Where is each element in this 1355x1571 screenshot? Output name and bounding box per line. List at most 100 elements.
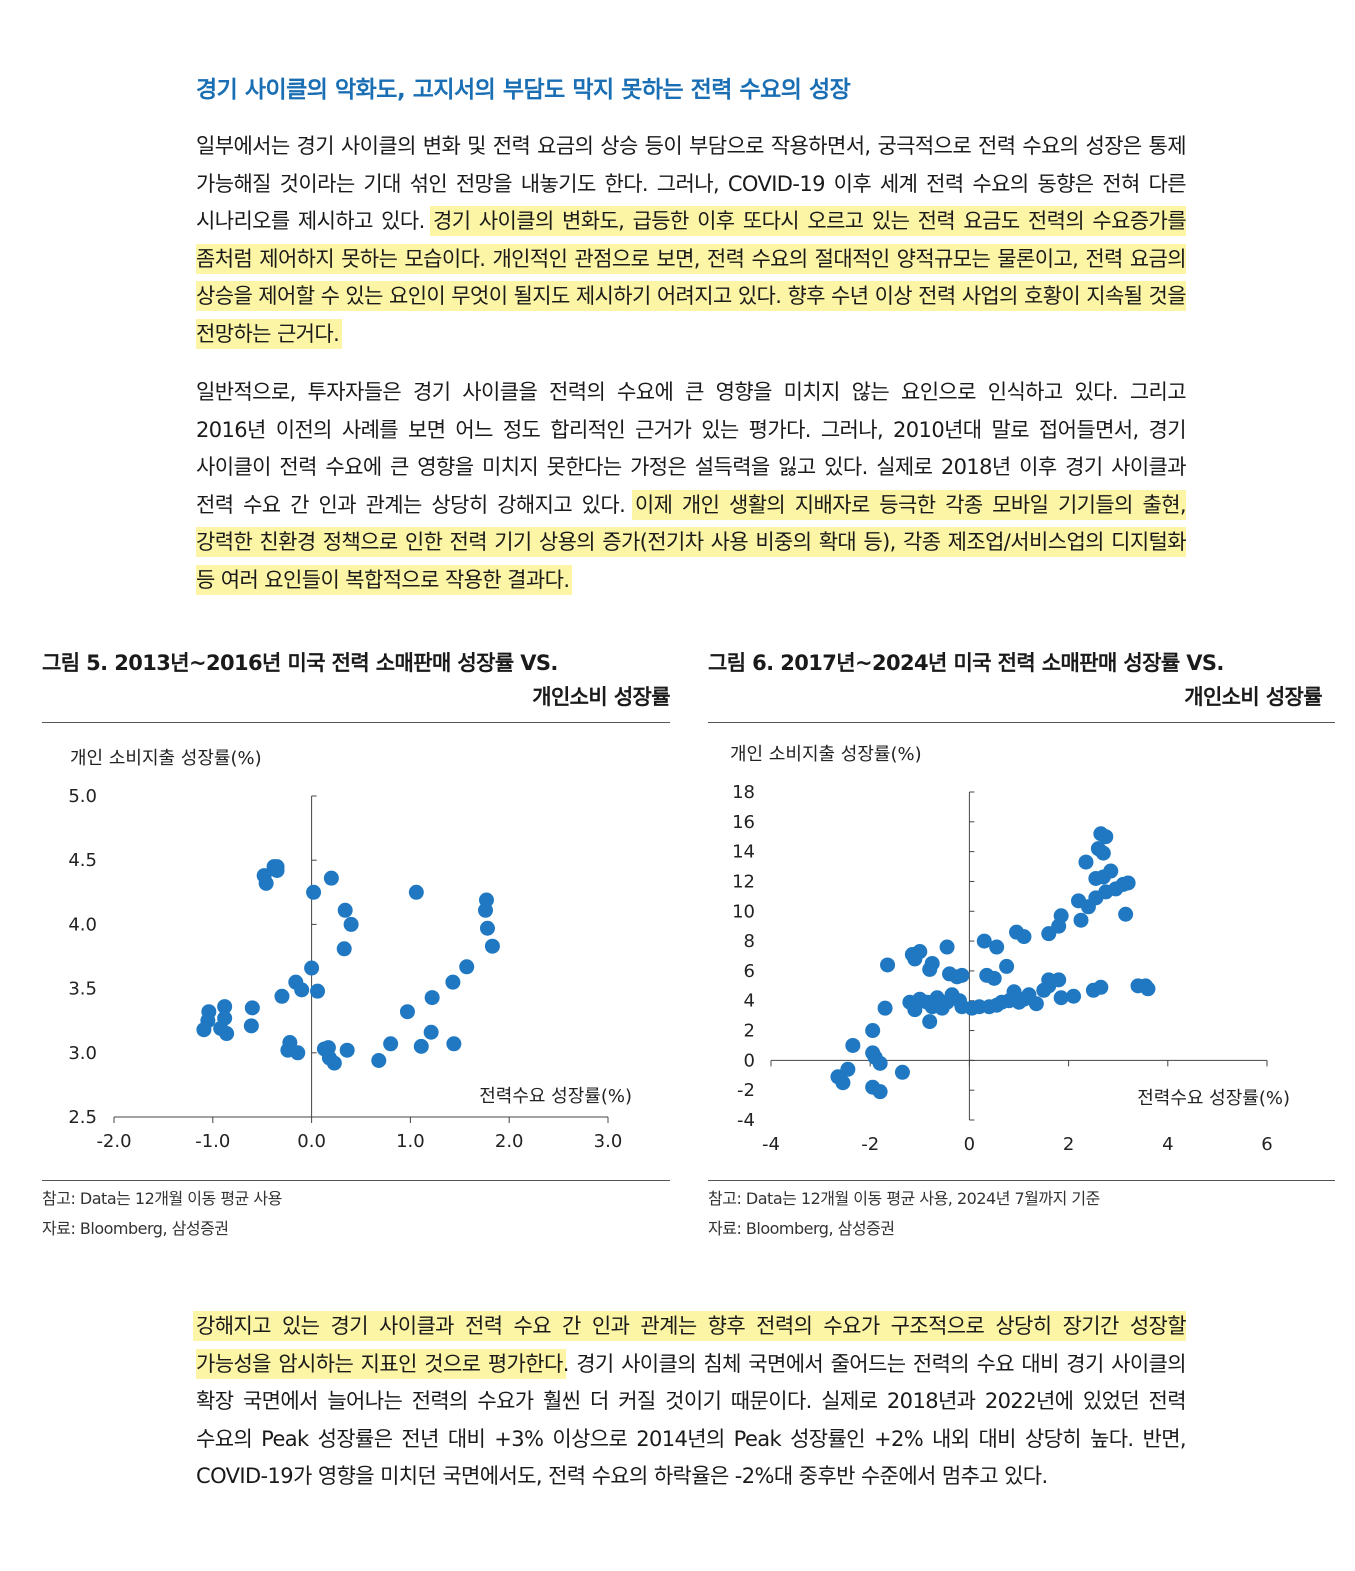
- fig6-point: [1016, 929, 1032, 945]
- fig5-y-tick-label: 2.5: [68, 1107, 97, 1128]
- fig6-x-axis-label: 전력수요 성장률(%): [1137, 1088, 1290, 1109]
- fig6-x-tick-label: -2: [861, 1134, 879, 1155]
- fig5-source: 자료: Bloomberg, 삼성증권: [42, 1219, 229, 1238]
- fig5-y-tick-label: 4.0: [68, 914, 97, 935]
- fig6-title: 그림 6. 2017년~2024년 미국 전력 소매판매 성장률 VS. 개인소…: [708, 646, 1323, 714]
- fig5-point: [446, 1036, 462, 1052]
- fig5-x-tick-label: 2.0: [495, 1131, 524, 1152]
- fig6-title-line2: 개인소비 성장률: [1184, 685, 1322, 709]
- fig6-y-tick-label: -4: [737, 1110, 755, 1131]
- fig5-x-tick-label: 0.0: [297, 1131, 326, 1152]
- fig5-y-tick-label: 5.0: [68, 786, 97, 807]
- fig6-point: [1140, 981, 1156, 997]
- fig6-point: [1053, 990, 1069, 1006]
- paragraph-2-text: 일반적으로, 투자자들은 경기 사이클을 전력의 수요에 큰 영향을 미치지 않…: [196, 380, 1187, 517]
- fig6-point: [1073, 912, 1089, 928]
- fig6-point: [1053, 908, 1069, 924]
- fig6-source: 자료: Bloomberg, 삼성증권: [708, 1219, 895, 1238]
- fig5-title-line1: 그림 5. 2013년~2016년 미국 전력 소매판매 성장률 VS.: [42, 651, 558, 675]
- paragraph-1-text: 일부에서는 경기 사이클의 변화 및 전력 요금의 상승 등이 부담으로 작용하…: [196, 134, 1187, 233]
- fig5-x-axis-label: 전력수요 성장률(%): [479, 1086, 632, 1107]
- fig5-point: [244, 1000, 260, 1016]
- fig6-point: [939, 939, 955, 955]
- fig6-point: [880, 957, 896, 973]
- fig5-point: [413, 1038, 429, 1054]
- fig6-y-tick-label: 14: [732, 842, 755, 863]
- fig6-top-rule: [708, 722, 1335, 723]
- section-heading: 경기 사이클의 악화도, 고지서의 부담도 막지 못하는 전력 수요의 성장: [196, 77, 851, 103]
- fig6-y-tick-label: 10: [732, 901, 755, 922]
- fig6-point: [1118, 906, 1134, 922]
- fig6-y-tick-label: 6: [744, 961, 755, 982]
- fig5-y-axis-label: 개인 소비지출 성장률(%): [70, 748, 262, 769]
- fig5-point: [217, 999, 233, 1015]
- fig6-point: [1066, 988, 1082, 1004]
- paragraph-2: 일반적으로, 투자자들은 경기 사이클을 전력의 수요에 큰 영향을 미치지 않…: [196, 374, 1187, 599]
- fig5-chart: -2.0 -1.0 0.0 1.0 2.0 3.0 2.5 3.0 3.5 4.0 4.5 5.0 개인…: [68, 748, 632, 1152]
- fig6-point: [1051, 972, 1067, 988]
- fig6-point: [1098, 829, 1114, 845]
- fig6-y-tick-label: 8: [744, 931, 755, 952]
- fig6-y-tick-label: 4: [744, 991, 755, 1012]
- fig5-point: [399, 1004, 415, 1020]
- fig5-point: [383, 1036, 399, 1052]
- fig6-point: [1093, 979, 1109, 995]
- fig5-point: [310, 983, 326, 999]
- fig6-y-tick-label: 2: [744, 1021, 755, 1042]
- fig5-point: [306, 884, 322, 900]
- fig5-x-tick-label: -1.0: [195, 1131, 230, 1152]
- fig6-point: [872, 1055, 888, 1071]
- fig5-point: [371, 1053, 387, 1069]
- paragraph-3-text: . 경기 사이클의 침체 국면에서 줄어드는 전력의 수요 대비 경기 사이클의…: [196, 1351, 1187, 1489]
- fig5-point: [243, 1018, 259, 1034]
- paragraph-1: 일부에서는 경기 사이클의 변화 및 전력 요금의 상승 등이 부담으로 작용하…: [196, 128, 1187, 353]
- fig6-note: 참고: Data는 12개월 이동 평균 사용, 2024년 7월까지 기준: [708, 1189, 1100, 1208]
- fig5-point: [269, 862, 285, 878]
- fig6-point: [835, 1075, 851, 1091]
- fig6-y-tick-label: 18: [732, 782, 755, 803]
- fig6-point: [840, 1061, 856, 1077]
- fig6-point: [845, 1037, 861, 1053]
- fig5-point: [274, 988, 290, 1004]
- fig6-point: [922, 1014, 938, 1030]
- fig5-point: [290, 1045, 306, 1061]
- fig5-x-tick-label: 1.0: [396, 1131, 425, 1152]
- fig5-point: [339, 1042, 355, 1058]
- fig6-point: [894, 1064, 910, 1080]
- fig5-point: [326, 1055, 342, 1071]
- fig6-point: [986, 970, 1002, 986]
- fig6-bottom-rule: [708, 1180, 1335, 1181]
- fig6-x-tick-label: 0: [964, 1134, 975, 1155]
- fig5-point: [423, 1024, 439, 1040]
- fig6-point: [1095, 845, 1111, 861]
- fig6-x-tick-label: 6: [1261, 1134, 1272, 1155]
- fig6-title-line1: 그림 6. 2017년~2024년 미국 전력 소매판매 성장률 VS.: [708, 651, 1224, 675]
- fig5-point: [459, 959, 475, 975]
- fig5-point: [304, 960, 320, 976]
- fig5-point: [294, 982, 310, 998]
- fig5-title: 그림 5. 2013년~2016년 미국 전력 소매판매 성장률 VS. 개인소…: [42, 646, 671, 714]
- fig5-point: [336, 941, 352, 957]
- fig5-x-tick-label: -2.0: [96, 1131, 131, 1152]
- fig6-y-tick-label: 0: [744, 1050, 755, 1071]
- fig6-point: [976, 933, 992, 949]
- fig5-y-tick-label: 4.5: [68, 850, 97, 871]
- paragraph-3: 강해지고 있는 경기 사이클과 전력 수요 간 인과 관계는 향후 전력의 수요…: [196, 1308, 1187, 1496]
- fig6-x-tick-label: -4: [762, 1134, 780, 1155]
- fig6-notes: 참고: Data는 12개월 이동 평균 사용, 2024년 7월까지 기준 자…: [708, 1184, 1100, 1244]
- fig5-point: [337, 902, 353, 918]
- fig6-y-tick-label: -2: [737, 1080, 755, 1101]
- fig5-bottom-rule: [42, 1180, 670, 1181]
- fig5-y-tick-label: 3.5: [68, 979, 97, 1000]
- fig5-notes: 참고: Data는 12개월 이동 평균 사용 자료: Bloomberg, 삼…: [42, 1184, 282, 1244]
- fig5-point: [219, 1026, 235, 1042]
- fig6-point: [922, 961, 938, 977]
- fig6-point: [912, 944, 928, 960]
- fig6-point: [1028, 996, 1044, 1012]
- fig6-y-tick-label: 12: [732, 871, 755, 892]
- fig5-point: [323, 870, 339, 886]
- fig6-point: [865, 1023, 881, 1039]
- fig5-top-rule: [42, 722, 670, 723]
- fig5-point: [424, 990, 440, 1006]
- fig5-point: [445, 974, 461, 990]
